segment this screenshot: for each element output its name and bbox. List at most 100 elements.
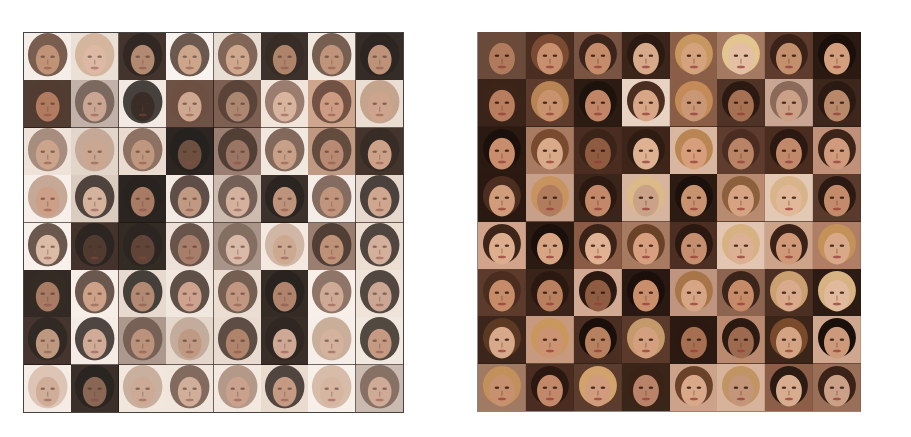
real-face-tile [717,32,766,80]
real-face-tile [525,316,574,364]
real-face-tile [669,363,718,411]
real-face-tile [813,174,861,222]
generated-face-tile [213,175,261,223]
real-face-tile [765,174,814,222]
real-face-tile [717,268,766,317]
generated-face-tile [213,364,261,412]
real-face-tile [813,32,861,80]
real-face-tile [813,268,861,317]
real-faces-grid [477,32,861,412]
generated-face-tile [260,80,309,128]
real-face-tile [573,79,622,127]
real-face-tile [669,268,718,317]
generated-face-tile [260,269,309,318]
real-face-tile [717,363,766,411]
generated-face-tile [355,127,403,176]
real-face-tile [525,221,574,269]
real-face-tile [717,79,766,127]
real-face-tile [813,79,861,127]
real-face-tile [573,32,622,80]
generated-face-tile [166,127,214,176]
generated-face-tile [213,33,261,81]
generated-face-tile [24,33,72,81]
generated-face-tile [355,175,403,223]
real-face-tile [573,268,622,317]
generated-face-tile [24,269,72,318]
real-face-tile [621,126,670,175]
generated-face-tile [213,222,261,270]
real-face-tile [478,79,526,127]
real-face-tile [813,221,861,269]
generated-face-tile [355,80,403,128]
real-face-tile [621,174,670,222]
real-face-tile [621,221,670,269]
generated-face-tile [118,127,167,176]
real-face-tile [669,174,718,222]
generated-faces-grid [23,32,404,413]
real-face-tile [813,316,861,364]
generated-face-tile [24,364,72,412]
real-face-tile [478,32,526,80]
generated-face-tile [308,80,356,128]
generated-face-tile [260,175,309,223]
real-face-tile [478,174,526,222]
generated-face-tile [260,364,309,412]
real-face-tile [765,126,814,175]
generated-face-tile [118,269,167,318]
generated-face-tile [213,269,261,318]
real-face-tile [525,32,574,80]
generated-face-tile [166,222,214,270]
real-face-tile [765,316,814,364]
generated-face-tile [166,175,214,223]
real-face-tile [765,32,814,80]
generated-face-tile [308,127,356,176]
generated-face-tile [308,33,356,81]
real-face-tile [573,126,622,175]
real-face-tile [669,32,718,80]
generated-face-tile [71,127,119,176]
generated-face-tile [260,317,309,365]
real-face-tile [525,174,574,222]
generated-face-tile [118,80,167,128]
generated-face-tile [71,364,119,412]
real-face-tile [525,126,574,175]
real-face-tile [621,363,670,411]
real-face-tile [573,174,622,222]
real-face-tile [573,221,622,269]
generated-face-tile [24,317,72,365]
real-face-tile [813,126,861,175]
real-face-tile [621,316,670,364]
generated-face-tile [308,222,356,270]
generated-face-tile [24,222,72,270]
real-face-tile [669,126,718,175]
generated-face-tile [118,222,167,270]
real-face-tile [478,221,526,269]
generated-face-tile [355,222,403,270]
real-face-tile [717,174,766,222]
generated-face-tile [308,317,356,365]
real-face-tile [765,79,814,127]
real-face-tile [478,363,526,411]
real-face-tile [813,363,861,411]
real-face-tile [621,79,670,127]
generated-face-tile [166,364,214,412]
real-face-tile [525,363,574,411]
real-face-tile [717,221,766,269]
real-face-tile [669,79,718,127]
generated-face-tile [71,317,119,365]
generated-face-tile [118,175,167,223]
generated-face-tile [71,33,119,81]
real-face-tile [621,268,670,317]
generated-face-tile [71,80,119,128]
generated-face-tile [24,175,72,223]
real-face-tile [573,316,622,364]
generated-face-tile [308,364,356,412]
generated-face-tile [166,269,214,318]
generated-face-tile [71,175,119,223]
generated-face-tile [355,269,403,318]
real-face-tile [765,363,814,411]
generated-face-tile [260,33,309,81]
generated-face-tile [166,80,214,128]
generated-face-tile [118,317,167,365]
generated-face-tile [118,33,167,81]
